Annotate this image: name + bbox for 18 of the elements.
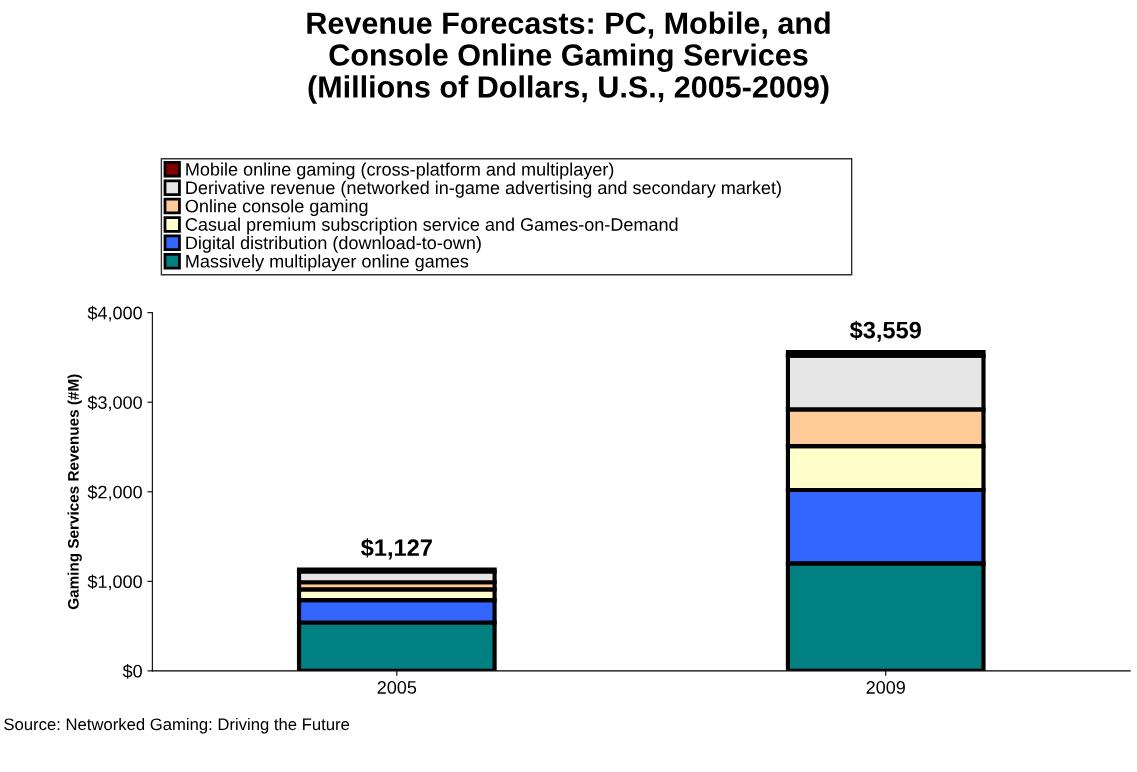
legend-label: Mobile online gaming (cross-platform and multiplayer) bbox=[186, 162, 614, 180]
y-axis-title: Gaming Services Revenues (#M) bbox=[67, 374, 82, 610]
y-tick-label: $1,000 bbox=[87, 574, 142, 591]
legend-label: Massively multiplayer online games bbox=[186, 254, 469, 272]
y-tick-label: $0 bbox=[122, 664, 142, 679]
y-tick-label: $4,000 bbox=[87, 305, 142, 322]
y-tick-label: $3,000 bbox=[87, 395, 142, 412]
x-tick-label: 2009 bbox=[866, 681, 905, 694]
total-label: $3,559 bbox=[849, 320, 921, 342]
source-note: Source: Networked Gaming: Driving the Future bbox=[4, 717, 350, 734]
chart-title: Revenue Forecasts: PC, Mobile, and Console Online Gaming Services (Millions of Dollars, U.S., 2005-2009) bbox=[307, 11, 830, 104]
y-tick-label: $2,000 bbox=[87, 484, 142, 501]
total-label: $1,127 bbox=[361, 538, 432, 560]
legend-label: Casual premium subscription service and Games-on-Demand bbox=[185, 217, 678, 235]
x-tick-label: 2005 bbox=[377, 681, 417, 694]
legend-label: Online console gaming bbox=[185, 199, 368, 217]
legend-label: Digital distribution (download-to-own) bbox=[186, 235, 481, 253]
legend-label: Derivative revenue (networked in-game advertising and secondary market) bbox=[186, 180, 781, 198]
